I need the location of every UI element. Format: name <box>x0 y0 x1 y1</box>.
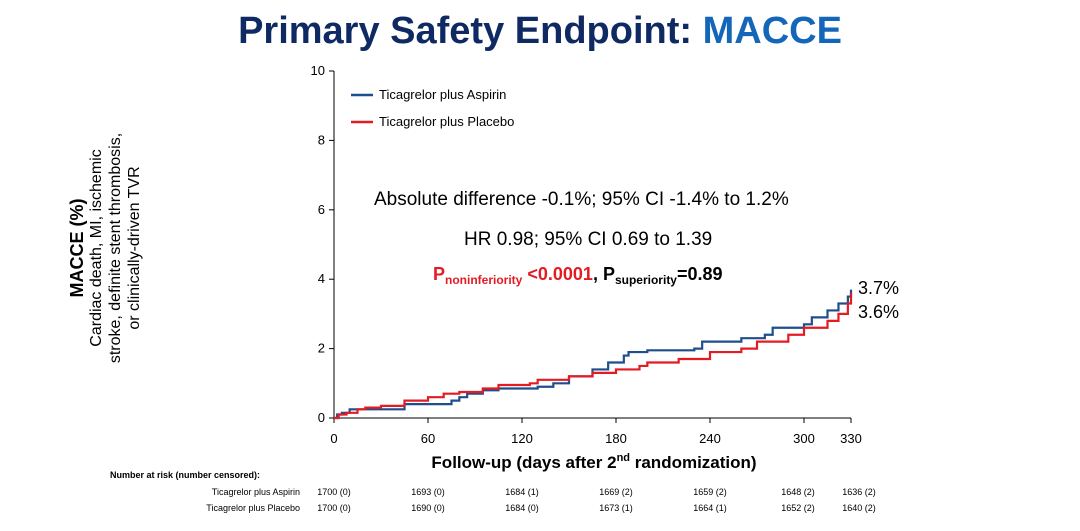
risk-row-label-placebo: Ticagrelor plus Placebo <box>206 503 300 513</box>
y-axis-label: MACCE (%) Cardiac death, MI, ischemic st… <box>67 88 144 408</box>
y-tick-label: 10 <box>311 63 325 78</box>
risk-value-placebo: 1690 (0) <box>411 503 445 513</box>
risk-value-aspirin: 1669 (2) <box>599 487 633 497</box>
risk-value-placebo: 1652 (2) <box>781 503 815 513</box>
risk-value-placebo: 1640 (2) <box>842 503 876 513</box>
x-axis-label: Follow-up (days after 2nd randomization) <box>431 452 757 472</box>
end-label-placebo: 3.6% <box>858 302 900 322</box>
aspirin-curve <box>334 289 853 420</box>
risk-value-placebo: 1664 (1) <box>693 503 727 513</box>
risk-value-placebo: 1673 (1) <box>599 503 633 513</box>
legend-label-placebo: Ticagrelor plus Placebo <box>379 114 514 129</box>
risk-value-aspirin: 1659 (2) <box>693 487 727 497</box>
y-axis-label-line-3: stroke, definite stent thrombosis, <box>107 132 124 364</box>
absolute-difference-annotation: Absolute difference -0.1%; 95% CI -1.4% … <box>374 189 789 210</box>
risk-value-placebo: 1700 (0) <box>317 503 351 513</box>
slide-title: Primary Safety Endpoint: MACCE <box>0 10 1080 53</box>
risk-value-aspirin: 1693 (0) <box>411 487 445 497</box>
y-tick-label: 0 <box>318 410 325 425</box>
risk-table-header: Number at risk (number censored): <box>110 470 261 480</box>
y-tick-label: 2 <box>318 341 325 356</box>
risk-value-aspirin: 1700 (0) <box>317 487 351 497</box>
x-tick-label: 180 <box>605 431 627 446</box>
placebo-curve <box>334 293 853 420</box>
y-tick-label: 4 <box>318 271 325 286</box>
title-highlight: MACCE <box>702 10 842 52</box>
risk-value-placebo: 1684 (0) <box>505 503 539 513</box>
x-tick-label: 240 <box>699 431 721 446</box>
title-prefix: Primary Safety Endpoint: <box>238 10 703 52</box>
y-tick-label: 8 <box>318 132 325 147</box>
risk-value-aspirin: 1636 (2) <box>842 487 876 497</box>
x-tick-label: 330 <box>840 431 862 446</box>
p-noninferiority: Pnoninferiority <0.0001 <box>433 264 593 287</box>
p-superiority: Psuperiority=0.89 <box>602 264 723 287</box>
risk-value-aspirin: 1684 (1) <box>505 487 539 497</box>
y-axis-label-line-4: or clinically-driven TVR <box>126 166 143 330</box>
x-tick-label: 0 <box>330 431 337 446</box>
risk-value-aspirin: 1648 (2) <box>781 487 815 497</box>
hazard-ratio-annotation: HR 0.98; 95% CI 0.69 to 1.39 <box>464 229 713 250</box>
x-tick-label: 120 <box>511 431 533 446</box>
risk-row-label-aspirin: Ticagrelor plus Aspirin <box>211 487 300 497</box>
x-tick-label: 60 <box>421 431 435 446</box>
y-axis-label-line-2: Cardiac death, MI, ischemic <box>88 149 105 347</box>
x-tick-label: 300 <box>793 431 815 446</box>
p-values-annotation: Pnoninferiority <0.0001, Psuperiority=0.… <box>433 264 723 287</box>
end-label-aspirin: 3.7% <box>858 278 900 298</box>
y-tick-label: 6 <box>318 202 325 217</box>
legend-label-aspirin: Ticagrelor plus Aspirin <box>379 87 506 102</box>
y-axis-label-line-1: MACCE (%) <box>67 198 87 298</box>
